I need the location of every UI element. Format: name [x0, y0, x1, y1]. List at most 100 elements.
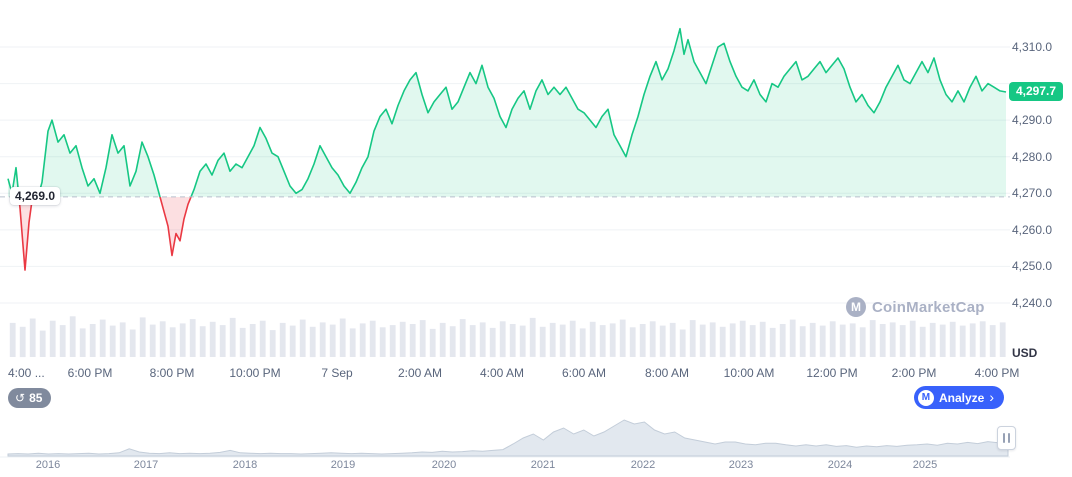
- volume-bar: [379, 327, 386, 357]
- volume-bar: [9, 322, 16, 357]
- volume-bar: [189, 319, 196, 357]
- watermark-text: CoinMarketCap: [872, 298, 985, 316]
- volume-bar: [169, 327, 176, 357]
- volume-bar: [869, 320, 876, 357]
- y-axis-label: 4,240.0: [1012, 296, 1053, 310]
- volume-bar: [789, 319, 796, 357]
- volume-bar: [839, 324, 846, 357]
- volume-bar: [719, 326, 726, 358]
- volume-bar: [509, 324, 516, 357]
- volume-bar: [339, 318, 346, 357]
- volume-bar: [979, 321, 986, 358]
- y-axis-label: 4,290.0: [1012, 113, 1053, 128]
- volume-bar: [129, 329, 136, 357]
- volume-bar: [939, 324, 946, 357]
- volume-bar: [469, 325, 476, 357]
- volume-bar: [829, 321, 836, 358]
- volume-bar: [439, 322, 446, 357]
- volume-bar: [329, 324, 336, 357]
- volume-bar: [889, 322, 896, 357]
- volume-bar: [299, 319, 306, 357]
- volume-bar: [389, 325, 396, 357]
- minimap-year-label: 2023: [728, 459, 754, 471]
- range-drag-handle[interactable]: [997, 426, 1016, 450]
- volume-bar: [139, 317, 146, 357]
- volume-bar: [259, 320, 266, 357]
- x-axis-label: 4:00 PM: [974, 366, 1020, 380]
- x-axis-label: 6:00 PM: [67, 366, 113, 380]
- currency-unit-label: USD: [1012, 346, 1038, 360]
- analyze-button-label: Analyze: [938, 390, 985, 405]
- x-axis-label: 12:00 PM: [806, 366, 858, 380]
- volume-bar: [49, 320, 56, 357]
- x-axis-label: 6:00 AM: [561, 366, 607, 380]
- minimap-year-label: 2025: [912, 459, 938, 471]
- price-line-down: [18, 196, 192, 271]
- volume-bar: [659, 325, 666, 357]
- volume-bar: [369, 320, 376, 357]
- volume-bar: [639, 324, 646, 357]
- volume-bar: [779, 324, 786, 357]
- y-axis-label: 4,250.0: [1012, 259, 1053, 274]
- minimap-year-label: 2021: [530, 459, 556, 471]
- volume-bar: [529, 317, 536, 357]
- volume-bar: [819, 325, 826, 357]
- volume-bar: [99, 319, 106, 357]
- volume-bar: [499, 321, 506, 358]
- volume-bar: [319, 322, 326, 357]
- x-axis-label: 8:00 PM: [149, 366, 195, 380]
- volume-bar: [119, 322, 126, 357]
- minimap-year-label: 2016: [35, 459, 61, 471]
- history-count-badge[interactable]: ↺ 85: [8, 388, 52, 408]
- price-chart[interactable]: [0, 0, 1010, 360]
- volume-bar: [859, 327, 866, 357]
- volume-bar: [219, 325, 226, 357]
- volume-bar: [959, 325, 966, 357]
- volume-bar: [689, 320, 696, 357]
- volume-bar: [229, 317, 236, 357]
- history-clock-icon: ↺: [15, 391, 26, 405]
- minimap-area: [7, 419, 1009, 457]
- volume-bar: [669, 322, 676, 357]
- volume-bar: [919, 326, 926, 358]
- volume-bar: [679, 329, 686, 357]
- volume-bar: [599, 325, 606, 357]
- volume-bar: [539, 326, 546, 358]
- volume-bar: [909, 320, 916, 357]
- date-range-minimap[interactable]: [0, 412, 1010, 458]
- volume-bar: [149, 324, 156, 357]
- volume-bar: [749, 325, 756, 357]
- x-axis-label: 4:00 AM: [479, 366, 525, 380]
- x-axis-label: 2:00 AM: [397, 366, 443, 380]
- volume-bar: [849, 323, 856, 357]
- price-line-up: [7, 27, 1007, 197]
- analyze-button[interactable]: M Analyze ›: [913, 386, 1004, 409]
- volume-bar: [999, 322, 1006, 357]
- chevron-right-icon: ›: [989, 389, 994, 405]
- volume-bar: [29, 318, 36, 357]
- y-axis-label: 4,260.0: [1012, 222, 1053, 237]
- volume-bar: [929, 322, 936, 357]
- area-below-baseline: [18, 196, 192, 271]
- volume-bar: [649, 321, 656, 358]
- volume-bar: [159, 321, 166, 358]
- y-axis-label: 4,270.0: [1012, 186, 1053, 201]
- volume-bar: [549, 322, 556, 357]
- volume-bar: [409, 324, 416, 357]
- x-axis-label: 2:00 PM: [891, 366, 937, 380]
- history-count: 85: [29, 391, 43, 405]
- x-axis-label: 8:00 AM: [644, 366, 690, 380]
- volume-bar: [79, 328, 86, 357]
- volume-bar: [69, 316, 76, 357]
- volume-bar: [279, 322, 286, 357]
- minimap-year-label: 2019: [330, 459, 356, 471]
- volume-bar: [969, 323, 976, 357]
- volume-bar: [479, 322, 486, 357]
- volume-bar: [289, 325, 296, 357]
- volume-bar: [399, 321, 406, 357]
- volume-bar: [209, 321, 216, 357]
- coinmarketcap-logo-icon: M: [846, 297, 866, 317]
- volume-bar: [799, 326, 806, 357]
- volume-bar: [39, 330, 46, 357]
